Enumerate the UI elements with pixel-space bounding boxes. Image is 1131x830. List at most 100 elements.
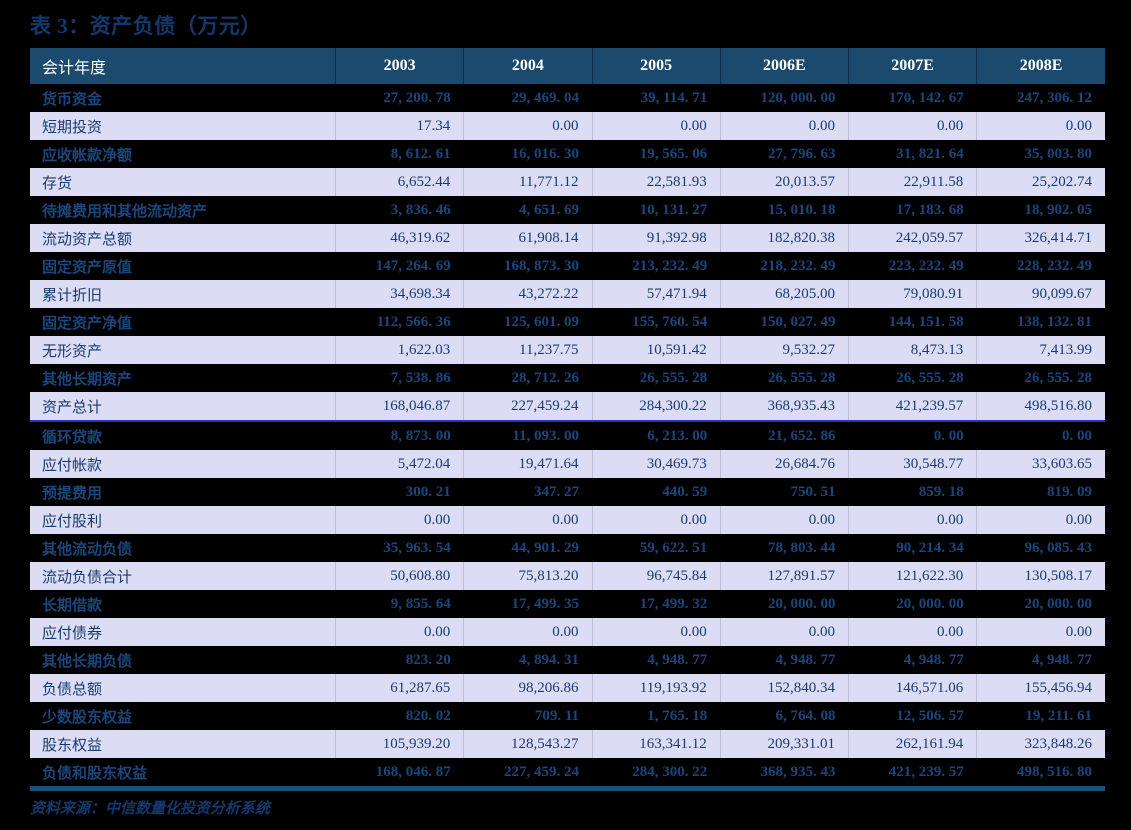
cell-value: 0.00	[847, 506, 977, 534]
cell-value: 46,319.62	[334, 224, 464, 252]
table-row: 长期借款 9, 855. 64 17, 499. 35 17, 499. 32 20, …	[30, 590, 1105, 618]
cell-value: 168,046.87	[334, 392, 464, 422]
cell-value: 26, 555. 28	[976, 364, 1105, 392]
cell-value: 127,891.57	[719, 562, 849, 590]
table-row: 其他长期资产 7, 538. 86 28, 712. 26 26, 555. 28 26…	[30, 364, 1105, 392]
cell-value: 20, 000. 00	[976, 590, 1105, 618]
cell-value: 21, 652. 86	[720, 421, 849, 450]
table-title: 表 3：资产负债（万元）	[30, 14, 262, 38]
cell-value: 5,472.04	[334, 450, 464, 478]
row-label: 无形资产	[30, 336, 336, 364]
cell-value: 96, 085. 43	[976, 534, 1105, 562]
balance-sheet-table: 会计年度 2003 2004 2005 2006E 2007E 2008E 货币资金 27, …	[30, 48, 1105, 791]
cell-value: 9,532.27	[719, 336, 849, 364]
cell-value: 4, 651. 69	[463, 196, 592, 224]
row-label: 应付股利	[30, 506, 336, 534]
cell-value: 0.00	[463, 618, 592, 646]
cell-value: 20, 000. 00	[720, 590, 849, 618]
cell-value: 59, 622. 51	[592, 534, 721, 562]
cell-value: 8, 612. 61	[335, 140, 464, 168]
cell-value: 125, 601. 09	[463, 308, 592, 336]
cell-value: 0.00	[334, 618, 464, 646]
cell-value: 61,908.14	[463, 224, 592, 252]
cell-value: 168, 046. 87	[335, 758, 464, 791]
cell-value: 227, 459. 24	[463, 758, 592, 791]
cell-value: 144, 151. 58	[848, 308, 977, 336]
cell-value: 213, 232. 49	[592, 252, 721, 280]
header-cell-year: 2005	[591, 48, 721, 84]
row-label: 其他流动负债	[30, 534, 336, 562]
cell-value: 0.00	[976, 112, 1105, 140]
cell-value: 61,287.65	[334, 674, 464, 702]
cell-value: 35, 963. 54	[335, 534, 464, 562]
row-label: 负债总额	[30, 674, 336, 702]
cell-value: 498, 516. 80	[976, 758, 1105, 791]
cell-value: 228, 232. 49	[976, 252, 1105, 280]
cell-value: 18, 902. 05	[976, 196, 1105, 224]
table-row: 待摊费用和其他流动资产 3, 836. 46 4, 651. 69 10, 131. …	[30, 196, 1105, 224]
row-label: 预提费用	[30, 478, 336, 506]
cell-value: 39, 114. 71	[592, 84, 721, 112]
table-header: 会计年度 2003 2004 2005 2006E 2007E 2008E	[30, 48, 1105, 84]
cell-value: 0.00	[719, 506, 849, 534]
cell-value: 75,813.20	[463, 562, 592, 590]
cell-value: 90,099.67	[976, 280, 1105, 308]
row-label: 其他长期负债	[30, 646, 336, 674]
cell-value: 421, 239. 57	[848, 758, 977, 791]
cell-value: 0.00	[591, 112, 721, 140]
cell-value: 33,603.65	[976, 450, 1105, 478]
cell-value: 368, 935. 43	[720, 758, 849, 791]
cell-value: 22,911.58	[847, 168, 977, 196]
table-row: 应付帐款 5,472.04 19,471.64 30,469.73 26,684.76 3…	[30, 450, 1105, 478]
cell-value: 4, 894. 31	[463, 646, 592, 674]
cell-value: 170, 142. 67	[848, 84, 977, 112]
cell-value: 218, 232. 49	[720, 252, 849, 280]
cell-value: 10,591.42	[591, 336, 721, 364]
cell-value: 30,548.77	[847, 450, 977, 478]
cell-value: 9, 855. 64	[335, 590, 464, 618]
row-label: 少数股东权益	[30, 702, 336, 730]
cell-value: 31, 821. 64	[848, 140, 977, 168]
cell-value: 223, 232. 49	[848, 252, 977, 280]
cell-value: 7, 538. 86	[335, 364, 464, 392]
table-row: 无形资产 1,622.03 11,237.75 10,591.42 9,532.27 8,…	[30, 336, 1105, 364]
row-label: 待摊费用和其他流动资产	[30, 196, 336, 224]
cell-value: 300. 21	[335, 478, 464, 506]
table-row: 短期投资 17.34 0.00 0.00 0.00 0.00 0.00	[30, 112, 1105, 140]
table-row: 流动资产总额 46,319.62 61,908.14 91,392.98 182,820…	[30, 224, 1105, 252]
cell-value: 121,622.30	[847, 562, 977, 590]
cell-value: 182,820.38	[719, 224, 849, 252]
cell-value: 168, 873. 30	[463, 252, 592, 280]
cell-value: 119,193.92	[591, 674, 721, 702]
cell-value: 368,935.43	[719, 392, 849, 422]
cell-value: 17, 499. 35	[463, 590, 592, 618]
row-label: 循环贷款	[30, 421, 336, 450]
cell-value: 4, 948. 77	[592, 646, 721, 674]
cell-value: 19, 565. 06	[592, 140, 721, 168]
cell-value: 227,459.24	[463, 392, 592, 422]
cell-value: 30,469.73	[591, 450, 721, 478]
cell-value: 7,413.99	[976, 336, 1105, 364]
cell-value: 6, 764. 08	[720, 702, 849, 730]
cell-value: 0.00	[719, 618, 849, 646]
cell-value: 79,080.91	[847, 280, 977, 308]
table-row: 预提费用 300. 21 347. 27 440. 59 750. 51 859. 18 8…	[30, 478, 1105, 506]
header-cell-year: 2003	[334, 48, 464, 84]
cell-value: 68,205.00	[719, 280, 849, 308]
cell-value: 22,581.93	[591, 168, 721, 196]
cell-value: 4, 948. 77	[720, 646, 849, 674]
cell-value: 112, 566. 36	[335, 308, 464, 336]
cell-value: 57,471.94	[591, 280, 721, 308]
cell-value: 859. 18	[848, 478, 977, 506]
cell-value: 1, 765. 18	[592, 702, 721, 730]
cell-value: 262,161.94	[847, 730, 977, 758]
row-label: 累计折旧	[30, 280, 336, 308]
cell-value: 284, 300. 22	[592, 758, 721, 791]
cell-value: 146,571.06	[847, 674, 977, 702]
cell-value: 3, 836. 46	[335, 196, 464, 224]
cell-value: 8, 873. 00	[335, 421, 464, 450]
cell-value: 15, 010. 18	[720, 196, 849, 224]
cell-value: 96,745.84	[591, 562, 721, 590]
cell-value: 138, 132. 81	[976, 308, 1105, 336]
table-row: 其他流动负债 35, 963. 54 44, 901. 29 59, 622. 51 7…	[30, 534, 1105, 562]
